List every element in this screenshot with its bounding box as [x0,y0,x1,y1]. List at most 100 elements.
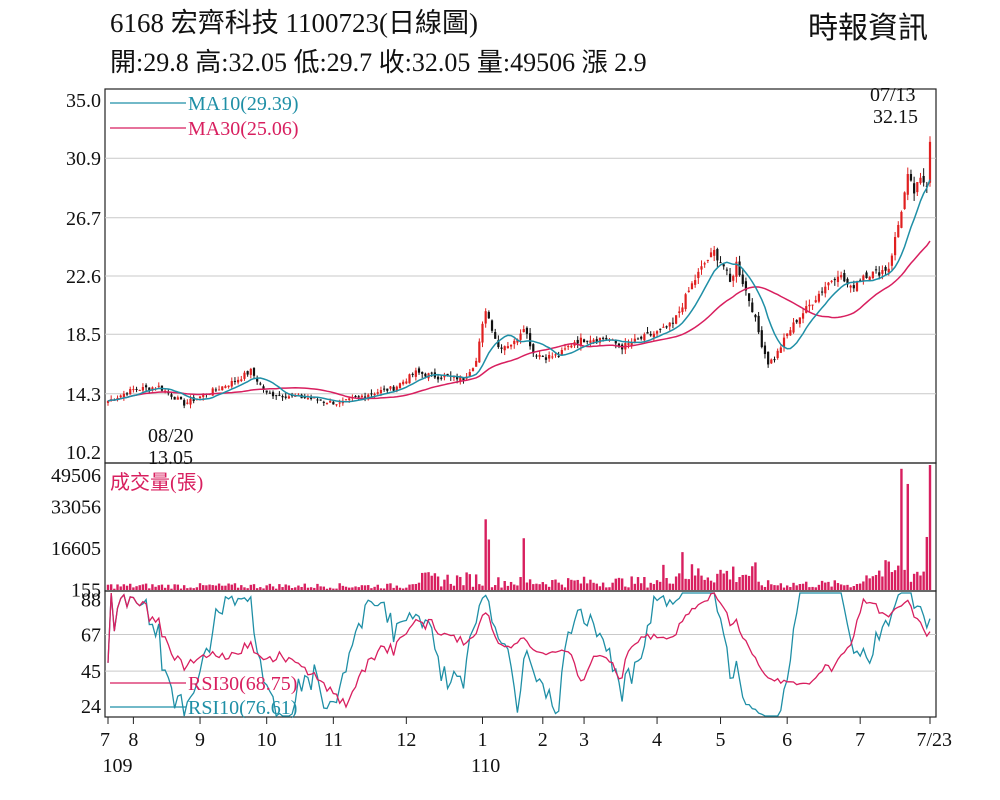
volume-bar [652,584,656,590]
volume-bar [195,587,199,590]
candle-body [776,350,779,359]
volume-bar [506,585,510,590]
candle-body [589,340,592,343]
volume-bar [719,569,722,590]
volume-bar [500,587,503,590]
volume-bar [776,585,779,590]
candle-body [722,264,725,267]
volume-bar [519,577,522,590]
volume-bar [617,577,621,590]
volume-bar [198,583,202,590]
candle-body [652,333,655,338]
x-tick-label: 6 [782,729,792,751]
volume-bar [221,585,224,590]
volume-bar [744,574,748,590]
candle-body [122,393,125,397]
volume-bar [122,584,126,590]
source-label: 時報資訊 [808,12,928,45]
candle-body [881,270,884,274]
candle-body [135,388,138,390]
volume-bar [252,584,256,590]
candle-body [138,389,141,391]
volume-bar [214,585,218,590]
x-tick-label: 7 [855,729,865,751]
volume-bar [579,583,583,590]
volume-bar [414,583,418,590]
price-tick-label: 22.6 [66,266,101,288]
rsi-tick-label: 67 [81,625,101,647]
volume-bar [528,579,532,590]
volume-bar [278,584,281,590]
candle-body [662,326,665,328]
volume-tick-label: 155 [71,580,101,602]
volume-bar [703,579,706,590]
volume-bar [316,583,319,590]
candle-body [424,373,427,377]
volume-bar [230,584,233,590]
candle-body [129,389,132,395]
volume-bar [481,585,484,590]
volume-bar [722,573,725,590]
candle-body [106,400,110,403]
volume-bar [732,566,735,590]
candle-body [849,285,852,288]
volume-bar [633,583,637,590]
volume-bar [655,580,659,590]
candle-body [230,380,233,387]
x-tick-label: 7 [100,729,110,751]
volume-bar [681,552,684,590]
volume-bar [865,575,868,590]
candle-body [814,300,817,303]
volume-bar [325,588,329,590]
volume-bar [576,579,579,590]
volume-bar [154,586,157,590]
candle-body [878,272,881,276]
candle-body [792,322,795,333]
volume-bar [443,579,446,590]
volume-bar [119,586,122,590]
candle-body [529,333,532,347]
volume-bar [401,588,405,590]
candle-body [360,395,363,398]
candle-body [741,274,744,285]
volume-bar [535,583,538,590]
candle-body [259,383,262,385]
candle-body [694,280,697,285]
candle-body [170,394,173,397]
volume-bar [728,579,732,590]
candle-body [354,395,357,397]
rsi30-line [107,592,931,709]
high-annotation-value: 32.15 [873,106,918,128]
volume-bar [538,584,541,590]
volume-bar [925,536,929,590]
volume-bar [167,584,170,590]
candle-body [344,399,348,401]
low-annotation-date: 08/20 [148,425,194,447]
volume-bar [916,571,919,590]
volume-bar [598,586,602,590]
volume-bar [547,586,551,590]
volume-bar [874,574,878,590]
volume-bar [824,582,827,590]
candle-body [402,381,405,385]
candle-body [786,333,789,337]
volume-bar [465,572,468,590]
x-tick-label: 10 [257,729,277,751]
candle-body [544,357,548,360]
volume-bar [906,483,909,590]
candle-body [176,397,179,400]
volume-bar [922,571,925,590]
candle-body [497,340,500,348]
volume-bar [697,568,700,590]
volume-bar [551,580,554,590]
x-tick-label: 1 [478,729,488,751]
candle-body [376,392,379,394]
volume-bar [367,585,370,590]
candle-body [827,282,830,286]
volume-bar [858,583,862,590]
axis-ticks: 35.030.926.722.618.514.310.2495063305616… [51,90,952,777]
candle-body [551,356,554,358]
candle-body [436,376,440,380]
volume-bar [113,588,116,590]
candle-body [817,293,821,302]
